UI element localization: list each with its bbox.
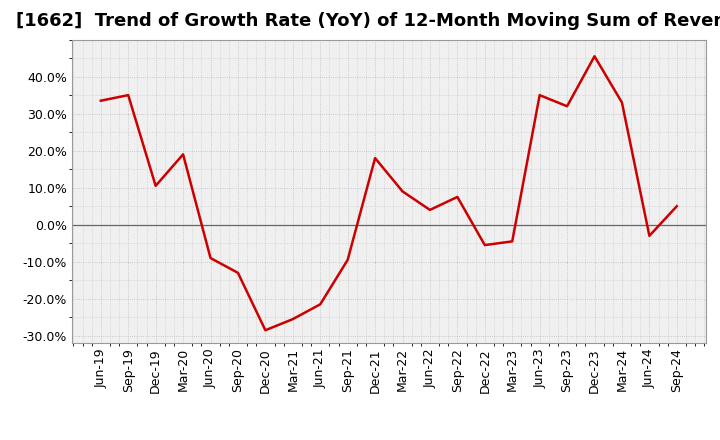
- Title: [1662]  Trend of Growth Rate (YoY) of 12-Month Moving Sum of Revenues: [1662] Trend of Growth Rate (YoY) of 12-…: [16, 12, 720, 30]
